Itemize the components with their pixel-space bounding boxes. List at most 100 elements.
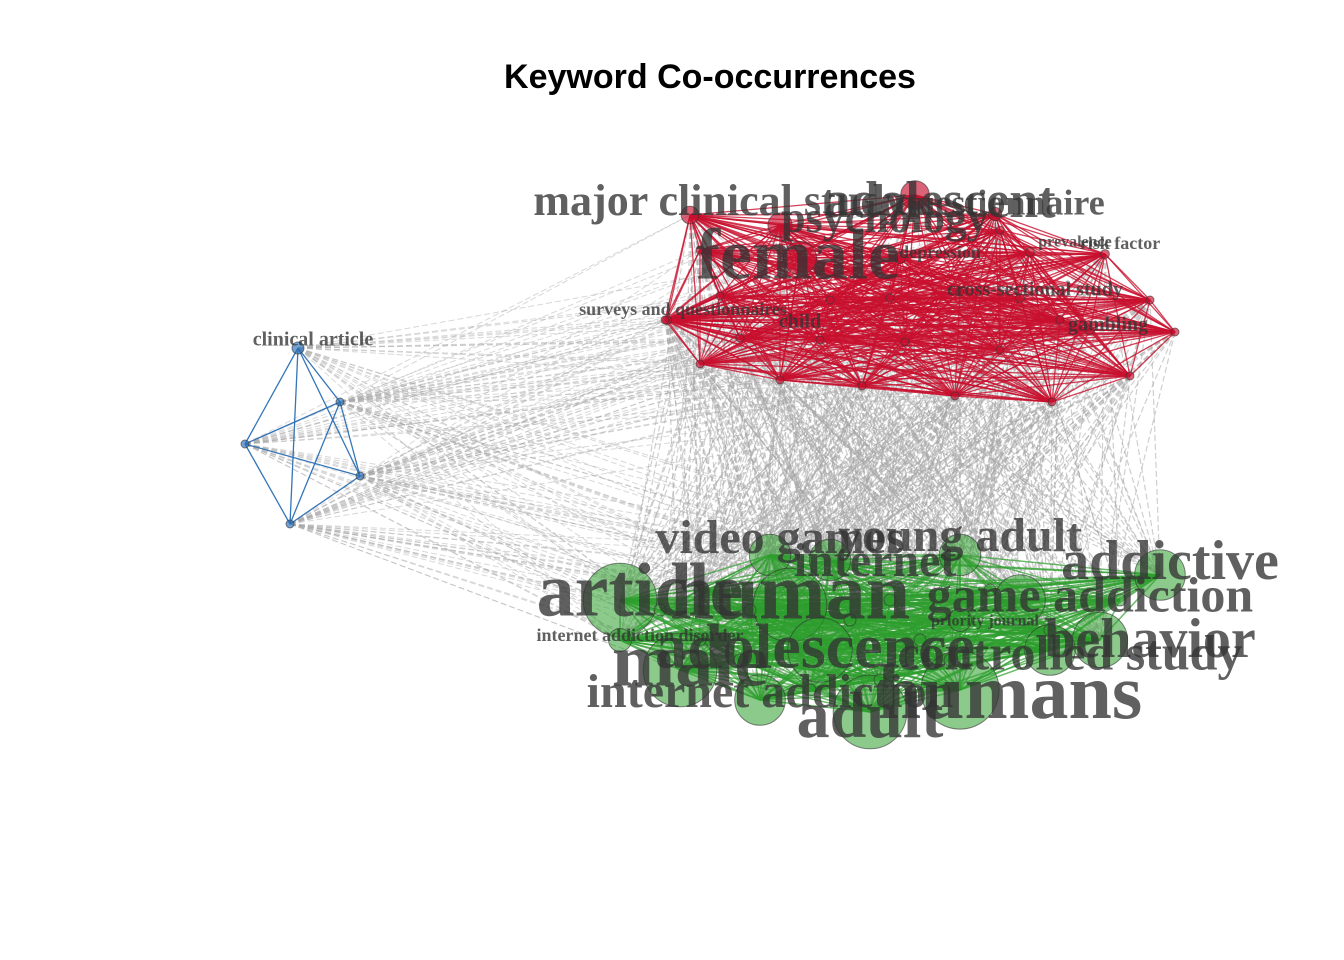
- between-edge: [664, 319, 1121, 601]
- within-edge: [1049, 599, 1121, 631]
- between-edge: [297, 347, 991, 591]
- between-edge: [339, 401, 1021, 601]
- node-label: controlled study: [898, 624, 1243, 680]
- between-edge: [699, 363, 951, 661]
- within-edge: [1104, 253, 1131, 377]
- between-edge: [339, 295, 721, 403]
- node-red: [900, 337, 910, 347]
- between-edge: [359, 385, 863, 477]
- between-edge: [659, 297, 891, 611]
- between-edge: [339, 379, 781, 403]
- between-edge: [359, 297, 891, 477]
- within-edge: [739, 297, 891, 339]
- between-edge: [619, 299, 831, 601]
- between-edge: [619, 297, 1021, 641]
- between-edge: [359, 363, 701, 477]
- between-edge: [679, 249, 701, 671]
- within-edge: [779, 213, 996, 226]
- between-edge: [819, 339, 1051, 651]
- within-edge: [904, 229, 1001, 343]
- within-edge: [829, 253, 1106, 301]
- within-edge: [829, 554, 961, 561]
- within-edge: [861, 319, 1061, 387]
- between-edge: [297, 347, 961, 556]
- node-red: [715, 291, 725, 301]
- node-green: [1134, 549, 1186, 601]
- within-edge: [659, 589, 701, 611]
- within-edge: [954, 291, 961, 397]
- within-edge: [879, 599, 891, 681]
- between-edge: [289, 523, 891, 601]
- within-edge: [1051, 299, 1151, 403]
- within-edge: [699, 349, 1001, 365]
- node-green: [913, 633, 927, 647]
- within-edge: [659, 609, 871, 713]
- between-edge: [679, 214, 691, 671]
- node-label: risk factor: [1080, 233, 1160, 253]
- within-edge: [1129, 299, 1151, 377]
- between-edge: [297, 347, 761, 701]
- within-edge: [739, 337, 863, 387]
- between-edge: [989, 229, 1001, 591]
- between-edge: [339, 319, 668, 403]
- within-edge: [999, 229, 1151, 301]
- between-edge: [989, 319, 1061, 591]
- between-edge: [339, 257, 801, 403]
- between-edge: [359, 475, 771, 556]
- between-edge: [244, 363, 701, 445]
- within-edge: [664, 295, 721, 321]
- within-edge: [699, 249, 906, 343]
- between-edge: [359, 339, 821, 477]
- within-edge: [689, 214, 701, 365]
- node-green: [733, 653, 747, 667]
- within-edge: [244, 443, 361, 477]
- node-green: [832, 674, 908, 750]
- within-edge: [297, 347, 361, 477]
- within-edge: [779, 319, 1061, 381]
- between-edge: [749, 319, 1061, 611]
- within-edge: [889, 253, 1106, 299]
- node-green: [994, 574, 1046, 626]
- node-green: [873, 673, 887, 687]
- node-green: [693, 583, 707, 597]
- between-edge: [289, 297, 1021, 525]
- within-edge: [739, 337, 781, 381]
- within-edge: [829, 299, 1053, 403]
- between-edge: [359, 319, 666, 477]
- between-edge: [699, 363, 821, 651]
- between-edge: [339, 401, 1101, 641]
- between-edge: [297, 347, 621, 641]
- between-edge: [339, 214, 691, 403]
- between-edge: [297, 297, 891, 349]
- within-edge: [861, 299, 1151, 387]
- between-edge: [959, 297, 1021, 691]
- within-edge: [699, 299, 1151, 365]
- between-edge: [289, 363, 701, 525]
- within-edge: [699, 291, 961, 365]
- within-edge: [861, 297, 891, 387]
- node-label: cross-sectional study: [947, 279, 1123, 301]
- between-edge: [289, 523, 991, 591]
- between-edge: [699, 363, 1121, 601]
- between-edge: [739, 337, 1161, 576]
- within-edge: [799, 257, 1061, 321]
- within-edge: [739, 291, 961, 339]
- within-edge: [699, 249, 961, 293]
- node-red: [1025, 247, 1035, 257]
- within-edge: [819, 299, 1151, 341]
- node-label: internet: [794, 534, 957, 587]
- node-label: article: [537, 548, 744, 632]
- between-edge: [297, 347, 791, 606]
- between-edge: [289, 523, 771, 556]
- between-edge: [339, 297, 891, 403]
- node-label: young adult: [838, 509, 1082, 562]
- node-red: [1100, 249, 1110, 259]
- between-edge: [339, 224, 781, 403]
- within-edge: [1059, 319, 1131, 377]
- within-edge: [954, 395, 1053, 403]
- within-edge: [739, 319, 1061, 339]
- between-edge: [699, 249, 991, 591]
- between-edge: [289, 224, 781, 525]
- within-edge: [719, 295, 1001, 351]
- node-red: [660, 315, 670, 325]
